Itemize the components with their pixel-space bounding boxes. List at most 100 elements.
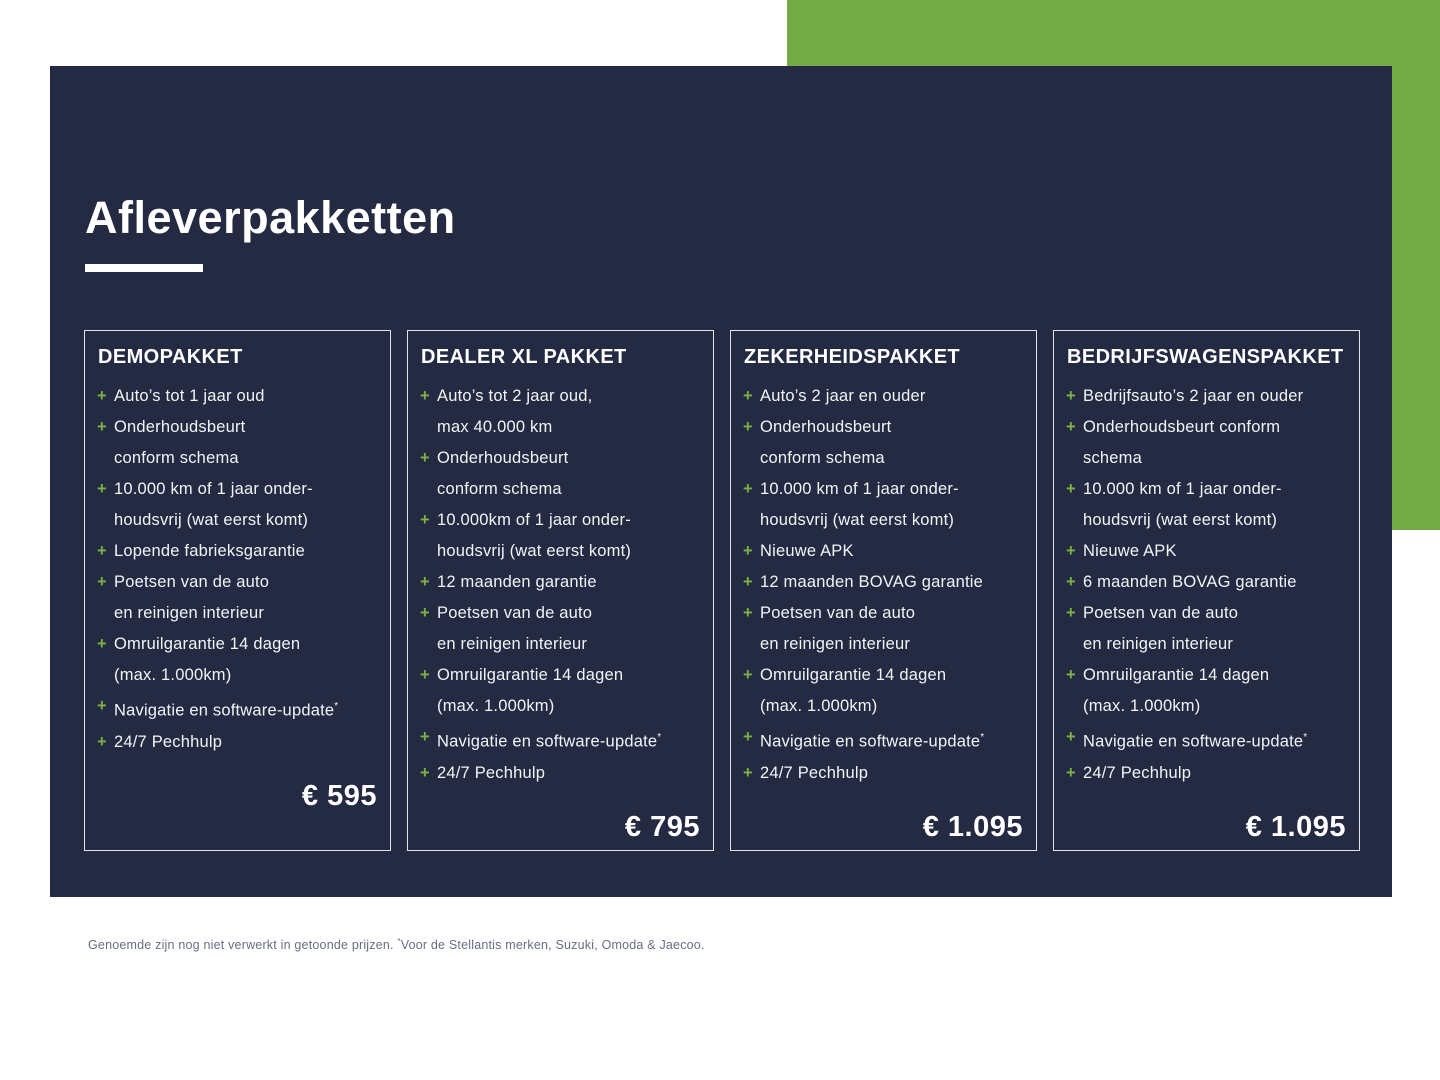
feature-line: + Lopende fabrieksgarantie [97, 536, 377, 567]
plus-bullet-icon: + [97, 573, 107, 591]
feature-line-continuation: conform schema [437, 480, 562, 498]
feature-line-continuation: houdsvrij (wat eerst komt) [760, 511, 955, 529]
package-name: DEALER XL PAKKET [421, 346, 627, 368]
feature-line: + Navigatie en software-update* [420, 722, 700, 758]
feature-line: + Omruilgarantie 14 dagen [743, 660, 1023, 691]
feature-line: + Navigatie en software-update* [743, 722, 1023, 758]
feature-line: + Omruilgarantie 14 dagen [420, 660, 700, 691]
plus-bullet-icon: + [743, 418, 753, 436]
page-title: Afleverpakketten [85, 192, 456, 244]
package-feature-list: + Auto’s 2 jaar en ouder + Onderhoudsbeurt c… [743, 381, 1023, 789]
plus-bullet-icon: + [1066, 604, 1076, 622]
feature-line-continuation: (max. 1.000km) [437, 697, 555, 715]
plus-bullet-icon: + [97, 635, 107, 653]
asterisk-note: * [334, 701, 339, 712]
feature-line: + Onderhoudsbeurt [420, 443, 700, 474]
feature-line: +24/7 Pechhulp [420, 758, 700, 789]
footnote-text-after: Voor de Stellantis merken, Suzuki, Omoda… [400, 937, 705, 952]
plus-bullet-icon: + [420, 573, 430, 591]
feature-line-continuation: schema [1083, 449, 1142, 467]
plus-bullet-icon: + [420, 728, 430, 746]
plus-bullet-icon: + [743, 763, 753, 782]
plus-bullet-icon: + [420, 449, 430, 467]
feature-line: + Poetsen van de auto [1066, 598, 1346, 629]
plus-bullet-icon: + [97, 697, 107, 715]
package-card: DEMOPAKKET + Auto’s tot 1 jaar oud + Onderh… [84, 330, 391, 851]
feature-line: +10.000 km of 1 jaar onder- [743, 474, 1023, 505]
plus-bullet-icon: + [1066, 763, 1076, 782]
feature-line: + Onderhoudsbeurt conform [1066, 412, 1346, 443]
main-panel: Afleverpakketten DEMOPAKKET + Auto’s tot … [50, 66, 1392, 897]
plus-bullet-icon: + [1066, 542, 1076, 560]
feature-line: + Nieuwe APK [743, 536, 1023, 567]
plus-bullet-icon: + [97, 732, 107, 751]
feature-line: + Auto’s 2 jaar en ouder [743, 381, 1023, 412]
feature-line: +24/7 Pechhulp [1066, 758, 1346, 789]
feature-line: + Bedrijfsauto’s 2 jaar en ouder [1066, 381, 1346, 412]
feature-line: + Onderhoudsbeurt [743, 412, 1023, 443]
feature-line: +24/7 Pechhulp [743, 758, 1023, 789]
feature-line: + Poetsen van de auto [97, 567, 377, 598]
package-price: € 795 [624, 810, 700, 843]
feature-line: + Poetsen van de auto [420, 598, 700, 629]
feature-line: +10.000 km of 1 jaar onder- [1066, 474, 1346, 505]
plus-bullet-icon: + [97, 387, 107, 405]
feature-line-continuation: (max. 1.000km) [760, 697, 878, 715]
feature-line-continuation: en reinigen interieur [760, 635, 911, 653]
footnote-asterisk: * [397, 936, 401, 946]
feature-line-continuation: conform schema [760, 449, 885, 467]
plus-bullet-icon: + [1066, 666, 1076, 684]
plus-bullet-icon: + [1066, 573, 1076, 591]
feature-line: +12 maanden garantie [420, 567, 700, 598]
package-name: BEDRIJFSWAGENSPAKKET [1067, 346, 1344, 368]
plus-bullet-icon: + [420, 387, 430, 405]
feature-line-continuation: houdsvrij (wat eerst komt) [437, 542, 632, 560]
plus-bullet-icon: + [97, 418, 107, 436]
feature-line: +6 maanden BOVAG garantie [1066, 567, 1346, 598]
plus-bullet-icon: + [420, 604, 430, 622]
package-price: € 1.095 [1245, 810, 1346, 843]
plus-bullet-icon: + [743, 728, 753, 746]
title-underline [85, 264, 203, 272]
plus-bullet-icon: + [97, 542, 107, 560]
feature-line-continuation: (max. 1.000km) [114, 666, 232, 684]
package-card: DEALER XL PAKKET + Auto’s tot 2 jaar oud,… [407, 330, 714, 851]
feature-line: +12 maanden BOVAG garantie [743, 567, 1023, 598]
feature-line: +10.000km of 1 jaar onder- [420, 505, 700, 536]
feature-line-continuation: conform schema [114, 449, 239, 467]
asterisk-note: * [1303, 732, 1308, 743]
plus-bullet-icon: + [420, 763, 430, 782]
package-name: ZEKERHEIDSPAKKET [744, 346, 961, 368]
feature-line: +24/7 Pechhulp [97, 727, 377, 758]
plus-bullet-icon: + [743, 573, 753, 591]
feature-line: + Navigatie en software-update* [97, 691, 377, 727]
feature-line-continuation: (max. 1.000km) [1083, 697, 1201, 715]
package-name: DEMOPAKKET [98, 346, 243, 368]
asterisk-note: * [980, 732, 985, 743]
plus-bullet-icon: + [743, 480, 753, 498]
feature-line-continuation: houdsvrij (wat eerst komt) [114, 511, 309, 529]
plus-bullet-icon: + [1066, 387, 1076, 405]
package-feature-list: + Auto’s tot 2 jaar oud, max 40.000 km + Ond… [420, 381, 700, 789]
package-price: € 595 [301, 779, 377, 812]
footnote: Genoemde zijn nog niet verwerkt in getoo… [88, 937, 705, 952]
feature-line-continuation: en reinigen interieur [1083, 635, 1234, 653]
feature-line-continuation: en reinigen interieur [437, 635, 588, 653]
feature-line: + Auto’s tot 2 jaar oud, [420, 381, 700, 412]
feature-line: + Navigatie en software-update* [1066, 722, 1346, 758]
feature-line: + Onderhoudsbeurt [97, 412, 377, 443]
plus-bullet-icon: + [420, 511, 430, 529]
feature-line: +10.000 km of 1 jaar onder- [97, 474, 377, 505]
feature-line-continuation: en reinigen interieur [114, 604, 265, 622]
plus-bullet-icon: + [743, 666, 753, 684]
feature-line: + Omruilgarantie 14 dagen [97, 629, 377, 660]
package-cards-row: DEMOPAKKET + Auto’s tot 1 jaar oud + Onderh… [84, 330, 1360, 851]
package-card: BEDRIJFSWAGENSPAKKET + Bedrijfsauto’s 2 j… [1053, 330, 1360, 851]
feature-line: + Poetsen van de auto [743, 598, 1023, 629]
feature-line-continuation: houdsvrij (wat eerst komt) [1083, 511, 1278, 529]
package-feature-list: + Bedrijfsauto’s 2 jaar en ouder + Onderhou… [1066, 381, 1346, 789]
plus-bullet-icon: + [420, 666, 430, 684]
plus-bullet-icon: + [743, 542, 753, 560]
plus-bullet-icon: + [1066, 418, 1076, 436]
feature-line: + Auto’s tot 1 jaar oud [97, 381, 377, 412]
